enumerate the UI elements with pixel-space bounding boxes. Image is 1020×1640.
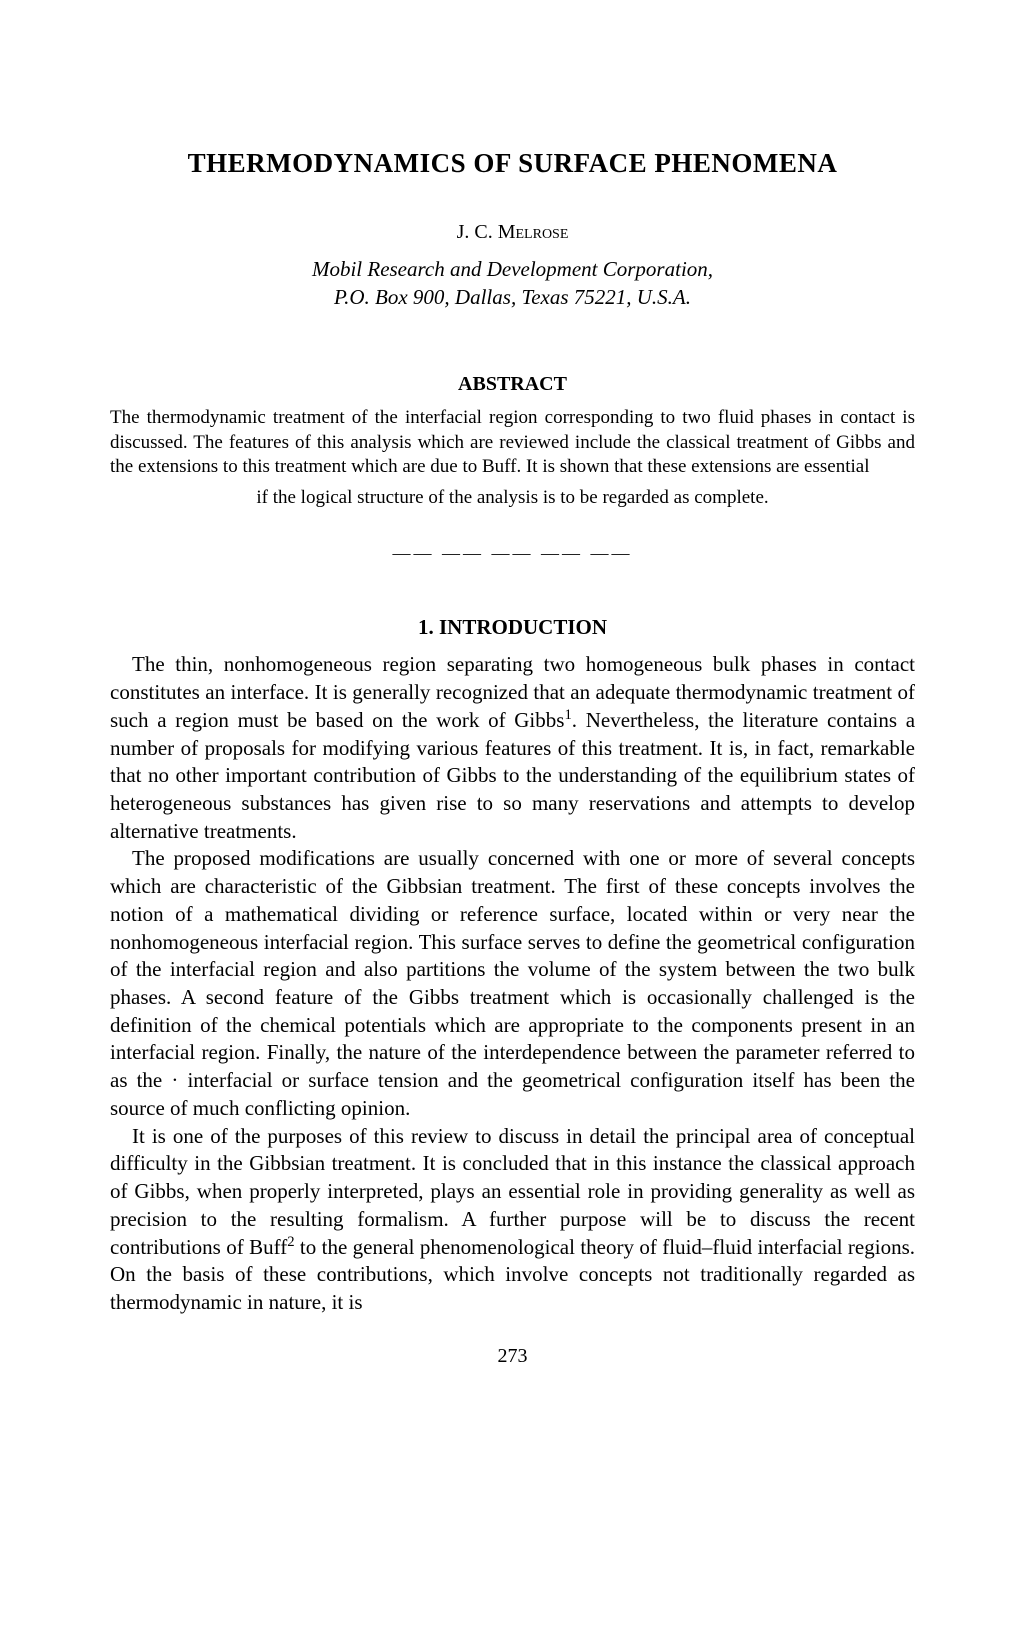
paper-title: THERMODYNAMICS OF SURFACE PHENOMENA — [110, 145, 915, 181]
author-surname: Melrose — [498, 221, 569, 243]
abstract-text-last: if the logical structure of the analysis… — [110, 486, 915, 511]
affiliation: Mobil Research and Development Corporati… — [110, 256, 915, 311]
abstract-text-main: The thermodynamic treatment of the inter… — [110, 406, 915, 480]
author-initials: J. C. — [457, 221, 498, 243]
section-heading: 1. INTRODUCTION — [110, 613, 915, 641]
affiliation-line-2: P.O. Box 900, Dallas, Texas 75221, U.S.A… — [334, 285, 691, 309]
author-line: J. C. Melrose — [110, 219, 915, 246]
citation-1: 1 — [564, 707, 571, 723]
divider: —— —— —— —— —— — [110, 541, 915, 565]
abstract-heading: ABSTRACT — [110, 371, 915, 398]
citation-2: 2 — [287, 1234, 294, 1250]
page-number: 273 — [110, 1343, 915, 1370]
intro-para-2: The proposed modifications are usually c… — [110, 845, 915, 1122]
intro-para-1: The thin, nonhomogeneous region separati… — [110, 651, 915, 845]
intro-para-3: It is one of the purposes of this review… — [110, 1123, 915, 1317]
affiliation-line-1: Mobil Research and Development Corporati… — [312, 257, 713, 281]
